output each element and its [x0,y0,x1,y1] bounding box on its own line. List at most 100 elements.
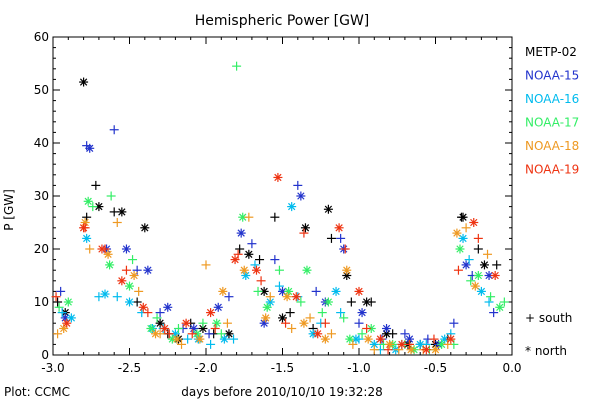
south-marker [155,308,165,318]
north-marker [323,204,333,214]
south-marker [109,125,119,135]
north-marker [479,260,489,270]
north-marker [431,345,440,355]
south-marker [317,308,327,318]
legend-entry: NOAA-19 [525,163,579,177]
north-marker [79,77,89,87]
north-marker [143,265,153,275]
south-marker [489,308,499,318]
north-marker [121,244,131,254]
north-marker [230,255,240,265]
north-marker [125,281,134,291]
north-marker [239,265,249,275]
north-marker [251,265,261,275]
south-marker [285,308,295,318]
south-marker [473,244,483,254]
plot-frame [52,36,513,356]
south-marker [466,276,476,286]
y-axis-label: P [GW] [2,189,16,231]
north-marker [195,334,205,344]
north-marker [362,297,372,307]
north-marker [103,249,113,259]
y-tick-label: 20 [34,242,49,256]
north-marker [181,318,191,328]
south-marker [311,286,321,296]
north-marker [100,289,110,299]
series-noaa-19 [51,172,500,355]
north-marker [259,318,269,328]
south-marker [177,339,187,349]
south-marker [362,324,372,333]
north-marker [406,345,416,355]
north-marker [282,292,292,302]
north-marker [278,313,287,323]
south-marker [340,244,350,254]
south-marker [232,61,242,71]
north-marker [354,286,364,296]
south-marker [336,233,346,243]
south-marker [132,297,142,307]
plot-credit: Plot: CCMC [4,385,70,399]
south-marker [492,260,502,270]
y-tick-label: 10 [34,295,49,309]
south-marker [281,318,291,328]
marker-key-north: * north [525,344,567,358]
north-marker [470,281,480,291]
south-marker [461,223,471,233]
south-marker [134,286,144,296]
north-marker [138,302,148,312]
south-marker [293,180,303,190]
legend: METP-02 NOAA-15 NOAA-16 NOAA-17 NOAA-18 NOAA-… [525,45,579,358]
south-marker [270,212,280,222]
north-marker [83,196,93,206]
legend-entry: NOAA-18 [525,139,579,153]
south-marker [56,286,66,296]
north-marker [218,286,228,296]
north-marker [172,334,182,344]
series-noaa-17 [54,61,509,355]
south-marker [201,260,211,270]
north-marker [357,308,367,318]
north-marker [323,297,333,307]
south-marker [152,313,162,323]
south-marker [210,324,220,333]
south-marker [88,202,98,212]
legend-entry: NOAA-16 [525,92,579,106]
south-marker [473,233,483,243]
south-marker [198,318,208,328]
north-marker [313,329,323,339]
north-marker [469,218,479,227]
south-marker [247,239,257,249]
south-marker [54,302,64,312]
south-marker [222,318,232,328]
south-marker [346,297,356,307]
south-marker [57,308,67,318]
north-marker [117,276,127,286]
north-marker [300,223,310,233]
y-tick-label: 0 [41,348,49,362]
south-marker [265,292,275,302]
north-marker [219,334,229,344]
north-marker [296,191,306,201]
south-marker [336,308,346,318]
south-marker [484,297,494,307]
south-marker [296,297,306,307]
south-marker [216,329,226,339]
north-marker [79,223,89,233]
north-marker [458,233,468,243]
south-marker [173,324,183,333]
legend-entry: NOAA-17 [525,116,579,130]
series-noaa-16 [57,202,494,355]
north-marker [415,339,425,349]
chart-title: Hemispheric Power [GW] [195,13,370,29]
south-marker [91,180,101,190]
north-marker [287,202,297,212]
south-marker [244,212,254,222]
north-marker [331,286,341,296]
south-marker [464,255,474,265]
x-tick-label: -1.0 [347,361,370,375]
south-marker [326,233,336,243]
north-marker [125,297,134,307]
north-marker [129,271,139,280]
